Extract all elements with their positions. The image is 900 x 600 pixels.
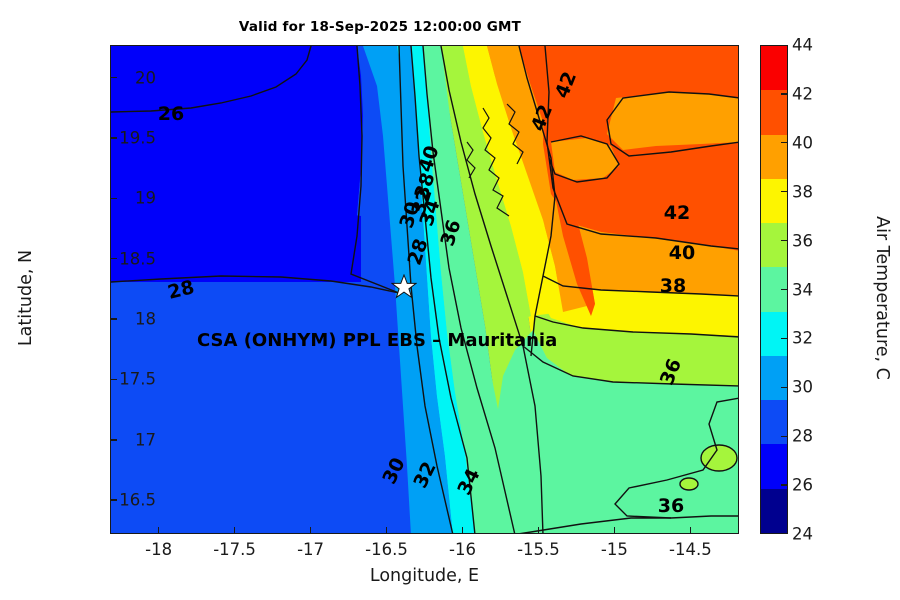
x-tick-label: -17.5 xyxy=(213,540,256,559)
map-plot-area[interactable]: 26 28 42 42 40 38 32 34 30 36 28 42 40 38 36 36 30 32 34 C… xyxy=(110,45,739,534)
colorbar-band xyxy=(761,400,787,445)
y-tick-mark xyxy=(110,499,117,501)
colorbar-tick-mark xyxy=(781,191,788,193)
x-tick-label: -14.5 xyxy=(669,540,712,559)
x-tick-label: -17 xyxy=(297,540,325,559)
x-tick-mark xyxy=(157,527,160,534)
colorbar-band xyxy=(761,134,787,179)
colorbar-tick-label: 40 xyxy=(792,133,813,153)
y-tick-label: 17.5 xyxy=(119,369,156,389)
y-axis-label: Latitude, N xyxy=(16,249,36,347)
colorbar-tick-label: 28 xyxy=(792,426,813,446)
x-tick-mark xyxy=(385,527,388,534)
colorbar-tick-mark xyxy=(781,386,788,388)
colorbar-band xyxy=(761,488,787,533)
colorbar-tick-mark xyxy=(781,239,788,242)
colorbar-tick-label: 30 xyxy=(792,377,813,397)
chart-title: Valid for 18-Sep-2025 12:00:00 GMT xyxy=(238,19,522,35)
x-axis-label: Longitude, E xyxy=(369,566,480,586)
station-label: CSA (ONHYM) PPL EBS – Mauritania xyxy=(197,330,558,351)
colorbar-tick-label: 36 xyxy=(792,231,813,251)
y-tick-label: 19 xyxy=(135,188,156,208)
y-tick-mark xyxy=(110,76,117,79)
y-tick-label: 19.5 xyxy=(119,128,156,148)
colorbar-tick-label: 44 xyxy=(792,35,813,55)
colorbar-band xyxy=(761,444,787,489)
colorbar-label: Air Temperature, C xyxy=(872,216,892,380)
colorbar-band xyxy=(761,223,787,268)
colorbar-tick-label: 34 xyxy=(792,280,813,299)
x-tick-mark xyxy=(309,527,312,534)
y-tick-mark xyxy=(110,378,117,381)
x-tick-mark xyxy=(537,527,540,534)
y-tick-label: 18.5 xyxy=(119,249,156,269)
colorbar-tick-mark xyxy=(781,288,788,291)
x-tick-mark xyxy=(461,527,464,534)
x-tick-label: -18 xyxy=(145,540,173,559)
contour-field xyxy=(111,46,738,533)
y-tick-label: 16.5 xyxy=(119,490,156,510)
colorbar-tick-mark xyxy=(781,435,788,437)
colorbar-tick-mark xyxy=(781,337,788,340)
colorbar-band xyxy=(761,355,787,401)
x-tick-label: -15 xyxy=(600,540,628,559)
y-tick-label: 20 xyxy=(135,68,156,88)
x-tick-label: -15.5 xyxy=(517,540,560,559)
colorbar-band xyxy=(761,178,787,224)
y-tick-mark xyxy=(110,137,117,139)
colorbar-tick-mark xyxy=(781,142,788,144)
colorbar-tick-mark xyxy=(781,484,788,486)
station-marker-star[interactable] xyxy=(391,274,417,300)
colorbar-tick-label: 38 xyxy=(792,182,813,202)
x-tick-label: -16 xyxy=(448,540,476,559)
x-tick-mark xyxy=(233,527,236,534)
colorbar-band xyxy=(761,90,787,135)
y-tick-label: 17 xyxy=(135,430,156,450)
y-tick-label: 18 xyxy=(135,309,156,329)
colorbar-band xyxy=(761,46,787,91)
y-tick-mark xyxy=(110,197,117,200)
colorbar-tick-label: 42 xyxy=(792,84,813,104)
y-tick-mark xyxy=(110,439,117,441)
y-tick-mark xyxy=(110,258,117,260)
colorbar-tick-mark xyxy=(781,93,788,95)
y-tick-mark xyxy=(110,318,117,320)
colorbar-tick-label: 24 xyxy=(792,524,813,544)
x-tick-mark xyxy=(689,527,692,534)
colorbar-tick-label: 26 xyxy=(792,475,813,495)
colorbar-band xyxy=(761,311,787,356)
x-tick-label: -16.5 xyxy=(365,540,408,559)
x-tick-mark xyxy=(613,527,616,534)
colorbar-tick-label: 32 xyxy=(792,328,813,348)
